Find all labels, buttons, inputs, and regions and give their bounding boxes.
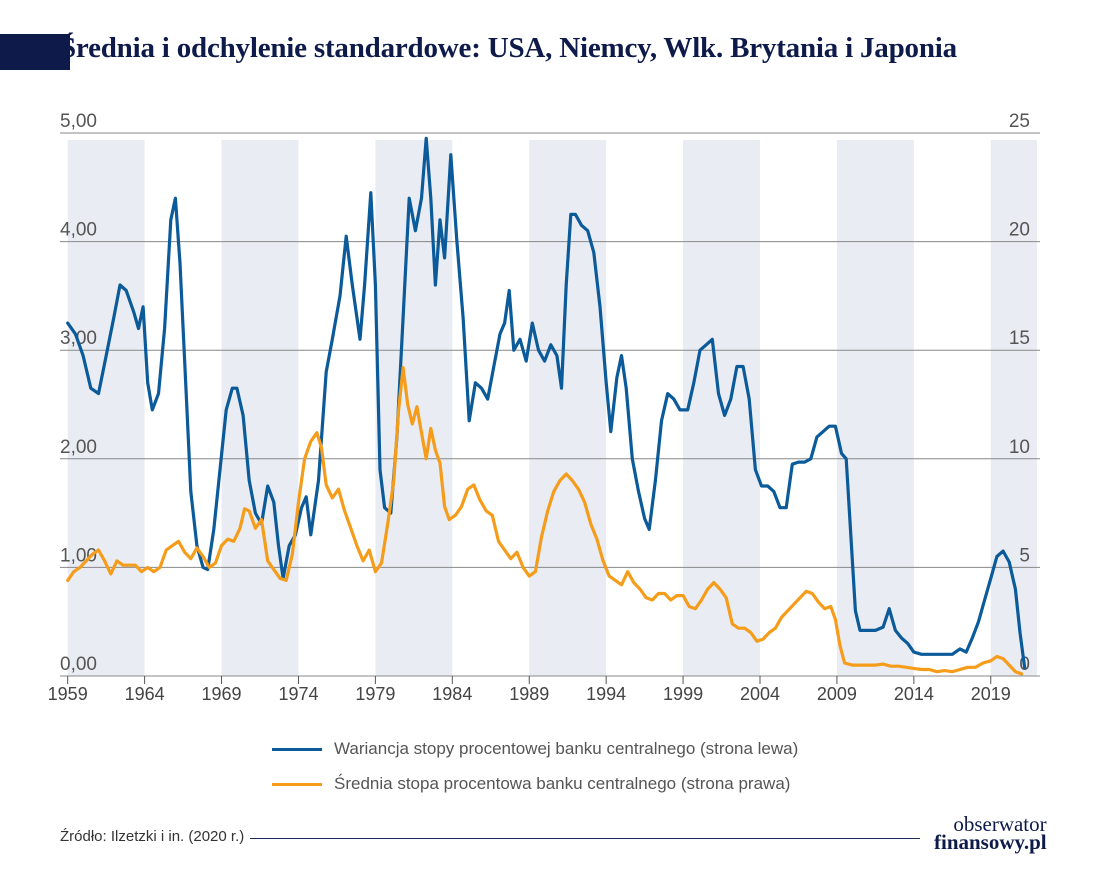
title-accent-bar: [0, 34, 70, 70]
y-right-tick-label: 25: [1009, 111, 1030, 132]
x-tick-label: 1979: [355, 684, 395, 704]
x-tick-label: 2004: [740, 684, 780, 704]
legend-swatch-mean: [272, 782, 322, 786]
x-tick-label: 2009: [817, 684, 857, 704]
y-right-tick-label: 10: [1009, 437, 1030, 458]
x-tick-label: 1974: [278, 684, 318, 704]
shaded-band-5: [836, 140, 914, 676]
source-note: Źródło: Ilzetzki i in. (2020 r.): [60, 828, 245, 845]
series-line-mean: [66, 366, 1024, 676]
x-tick-label: 1994: [586, 684, 626, 704]
y-right-tick-label: 20: [1009, 220, 1030, 241]
y-right-tick-label: 5: [1019, 545, 1030, 566]
publisher-logo[interactable]: obserwator finansowy.pl: [934, 812, 1047, 854]
y-right-tick-label: 15: [1009, 328, 1030, 349]
y-left-tick-label: 5,00: [60, 111, 97, 132]
legend-label-variance: Wariancja stopy procentowej banku centra…: [334, 739, 799, 758]
shaded-band-0: [67, 140, 145, 676]
legend-item-variance: Wariancja stopy procentowej banku centra…: [272, 739, 798, 759]
y-left-tick-label: 2,00: [60, 437, 97, 458]
x-tick-label: 2019: [971, 684, 1011, 704]
x-tick-label: 1984: [432, 684, 472, 704]
chart-title: Średnia i odchylenie standardowe: USA, N…: [60, 32, 957, 64]
x-tick-label: 1969: [202, 684, 242, 704]
logo-line1: obserwator: [953, 812, 1047, 836]
x-tick-label: 1964: [125, 684, 165, 704]
x-tick-label: 1959: [48, 684, 88, 704]
legend-swatch-variance: [272, 747, 322, 751]
x-tick-label: 1989: [509, 684, 549, 704]
shaded-band-3: [529, 140, 607, 676]
y-left-tick-label: 4,00: [60, 220, 97, 241]
logo-line2: finansowy.pl: [934, 830, 1047, 854]
legend-item-mean: Średnia stopa procentowa banku centralne…: [272, 774, 790, 794]
shaded-band-1: [221, 140, 299, 676]
footer-divider: [250, 838, 920, 839]
x-tick-label: 2014: [894, 684, 934, 704]
legend-label-mean: Średnia stopa procentowa banku centralne…: [334, 774, 791, 793]
x-tick-label: 1999: [663, 684, 703, 704]
y-left-tick-label: 0,00: [60, 654, 97, 675]
series-line-variance: [66, 136, 1027, 669]
